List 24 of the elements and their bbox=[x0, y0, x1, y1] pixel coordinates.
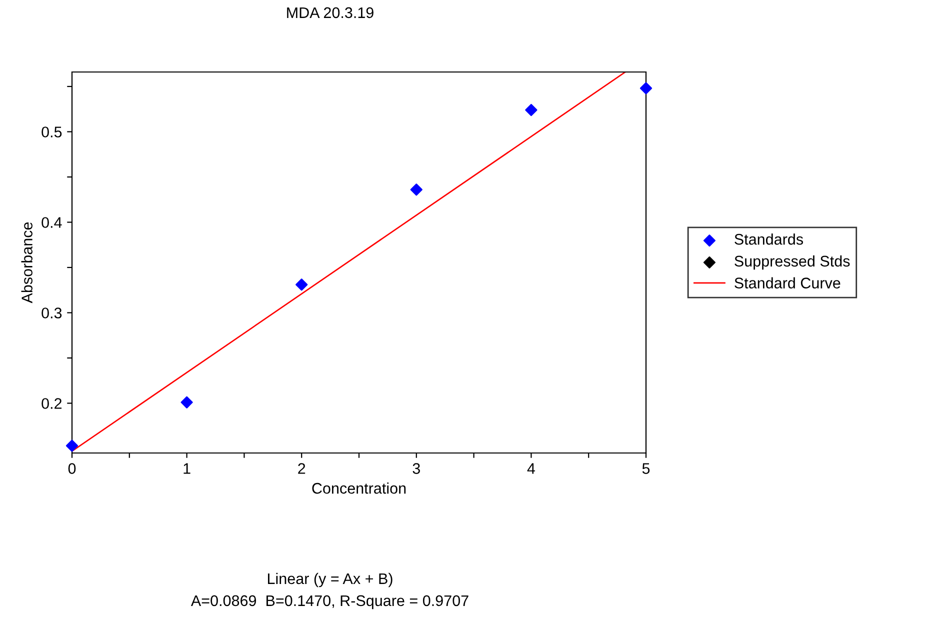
x-tick-label: 0 bbox=[68, 463, 76, 474]
text: A=0.0869 B=0.1470, R-Square = 0.9707 bbox=[190, 595, 468, 610]
legend-label: Standard Curve bbox=[734, 277, 840, 288]
text: Linear (y = Ax + B) bbox=[268, 572, 392, 588]
y-tick-label: 0.4 bbox=[42, 217, 62, 228]
x-tick-label: 2 bbox=[298, 463, 306, 474]
point bbox=[410, 184, 422, 196]
legend-label: Standards bbox=[734, 234, 804, 245]
legend-label: Suppressed Stds bbox=[734, 255, 850, 270]
y-axis-title: Absorbance bbox=[21, 222, 32, 304]
point bbox=[525, 104, 538, 116]
x-tick-label: 1 bbox=[184, 463, 190, 474]
x-tick-label: 3 bbox=[412, 463, 420, 474]
x-tick-label: 5 bbox=[642, 463, 650, 474]
y-tick-label: 0.5 bbox=[42, 126, 62, 138]
y-tick-label: 0.3 bbox=[42, 308, 62, 318]
point bbox=[640, 82, 652, 94]
point bbox=[180, 396, 193, 408]
point bbox=[296, 278, 308, 291]
chart-title: MDA 20.3.19 bbox=[287, 7, 374, 18]
point bbox=[66, 440, 78, 452]
y-tick-label: 0.2 bbox=[42, 398, 62, 409]
x-axis-title: Concentration bbox=[312, 482, 406, 494]
x-tick-label: 4 bbox=[527, 463, 535, 474]
